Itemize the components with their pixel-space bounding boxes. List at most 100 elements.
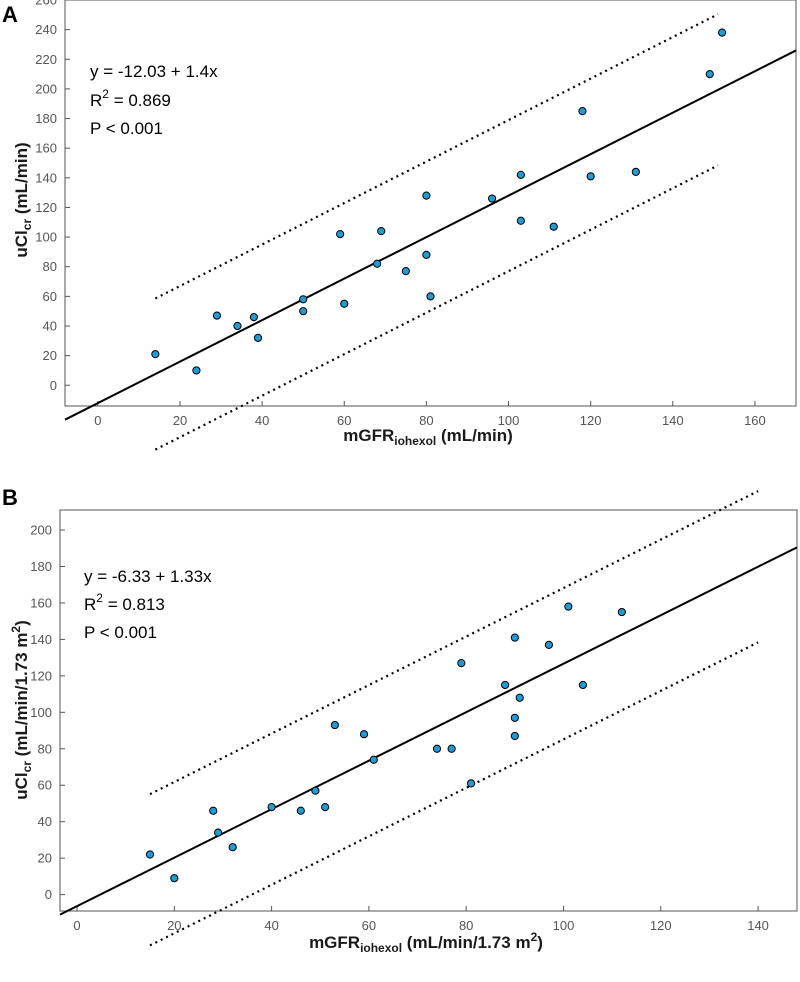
panel-b-data-point	[228, 843, 237, 852]
panel-b-data-point	[214, 828, 223, 837]
panel-a-y-tick-label: 0	[50, 378, 57, 393]
panel-a-data-point	[422, 250, 431, 259]
panel-a-data-points	[151, 28, 727, 375]
panel-b-data-point	[457, 659, 466, 668]
panel-a-x-tick-label: 60	[337, 413, 351, 428]
panel-letter-b: B	[2, 485, 18, 510]
panel-b-x-tick-label: 40	[264, 918, 278, 933]
panel-b-data-point	[564, 602, 573, 611]
panel-a-y-axis-label: uClcr (mL/min)	[12, 142, 34, 257]
panel-a-data-point	[426, 292, 435, 301]
panel-b-data-point	[510, 731, 519, 741]
panel-b-data-point	[617, 607, 626, 617]
panel-a-y-tick-label: 100	[35, 230, 57, 245]
panel-a-plot-frame	[64, 0, 797, 407]
panel-a-data-point	[488, 194, 497, 203]
panel-a-regression-line	[64, 49, 797, 421]
panel-b-data-point	[466, 779, 476, 788]
panel-b-data-point	[544, 640, 554, 649]
panel-a-data-point	[249, 312, 259, 322]
panel-a-y-tick-label: 200	[35, 81, 57, 96]
panel-a-y-axis: 0 20 40 60 80 100 120 140 160 180 200 220 240 260	[35, 0, 70, 393]
panel-a-prediction-band-lower	[154, 164, 719, 451]
panel-b-y-tick-label: 80	[38, 741, 52, 756]
panel-a-data-point	[516, 170, 525, 179]
panel-a-y-tick-label: 220	[35, 52, 57, 67]
panel-b-data-points	[145, 602, 626, 883]
panel-a-y-tick-label: 240	[35, 22, 57, 37]
panel-b-data-point	[578, 680, 588, 690]
panel-a-data-point	[422, 191, 431, 200]
panel-b-data-point	[145, 850, 155, 859]
panel-a-data-point	[586, 172, 595, 181]
panel-a-data-point	[705, 69, 714, 79]
panel-b-data-point	[321, 803, 330, 812]
panel-a-data-point	[253, 333, 263, 342]
panel-a-y-tick-label: 40	[43, 318, 57, 333]
panel-b-y-tick-label: 0	[45, 887, 52, 902]
panel-a-x-tick-label: 100	[498, 413, 520, 428]
panel-a-data-point	[233, 321, 242, 331]
panel-b-data-point	[432, 744, 442, 753]
panel-a-data-point	[578, 107, 587, 116]
panel-a-data-point	[377, 227, 386, 236]
panel-a-y-tick-label: 120	[35, 200, 57, 215]
panel-a-data-point	[340, 299, 349, 308]
panel-a-y-tick-label: 160	[35, 141, 57, 156]
panel-a-x-tick-label: 20	[173, 413, 187, 428]
panel-a-y-tick-label: 20	[43, 348, 57, 363]
panel-a-equation: y = -12.03 + 1.4x	[90, 62, 218, 81]
panel-a-x-tick-label: 140	[662, 413, 684, 428]
panel-b-x-tick-label: 100	[553, 918, 575, 933]
panel-b-data-point	[501, 680, 510, 690]
panel-b-x-axis: 0 20 40 60 80 100 120 140	[73, 906, 769, 933]
panel-b-data-point	[359, 730, 369, 739]
panel-b-data-point	[447, 744, 456, 753]
panel-a-x-tick-label: 160	[744, 413, 766, 428]
panel-b-y-tick-label: 60	[38, 778, 52, 793]
panel-a-x-tick-label: 40	[255, 413, 269, 428]
panel-b-data-point	[515, 693, 524, 702]
panel-a-data-point	[212, 311, 222, 320]
panel-a-data-point	[192, 366, 201, 375]
panel-b-y-tick-label: 160	[30, 595, 52, 610]
panel-a-chart: A 0 20 40 60 80 100 120 140 160 0 20 40 60 80 100 120 1…	[2, 0, 797, 451]
panel-b-x-tick-label: 60	[362, 918, 376, 933]
panel-a-x-tick-label: 80	[419, 413, 433, 428]
panel-b-prediction-band-lower	[149, 641, 759, 947]
panel-a-data-point	[336, 230, 345, 239]
panel-b-chart: B 0 20 40 60 80 100 120 140 0 20 40 60 80 100 120 140 1…	[2, 485, 798, 955]
panel-b-data-point	[311, 786, 320, 795]
panel-b-y-tick-label: 100	[30, 705, 52, 720]
panel-a-p-value: P < 0.001	[90, 119, 163, 138]
panel-b-p-value: P < 0.001	[84, 623, 157, 642]
panel-a-data-point	[717, 28, 727, 37]
panel-a-y-tick-label: 140	[35, 170, 57, 185]
panel-a-y-tick-label: 60	[43, 289, 57, 304]
panel-a-x-axis-label: mGFRiohexol (mL/min)	[343, 426, 513, 448]
panel-b-data-point	[170, 874, 179, 883]
panel-b-data-point	[369, 755, 378, 764]
panel-b-data-point	[510, 633, 519, 642]
panel-b-y-tick-label: 140	[30, 632, 52, 647]
panel-b-y-axis: 0 20 40 60 80 100 120 140 160 180 200	[30, 523, 65, 902]
panel-b-y-tick-label: 180	[30, 559, 52, 574]
panel-letter-a: A	[2, 2, 18, 27]
panel-a-data-point	[516, 216, 525, 225]
panel-a-r-squared: R2 = 0.869	[90, 87, 171, 110]
panel-a-data-point	[299, 295, 308, 304]
panel-b-data-point	[209, 806, 218, 815]
panel-b-x-tick-label: 140	[747, 918, 769, 933]
panel-b-x-tick-label: 0	[73, 918, 80, 933]
panel-b-equation: y = -6.33 + 1.33x	[84, 567, 212, 586]
panel-a-prediction-band-upper	[154, 13, 719, 300]
panel-a-y-tick-label: 180	[35, 111, 57, 126]
panel-a-data-point	[373, 259, 382, 268]
panel-b-y-tick-label: 40	[38, 814, 52, 829]
panel-a-data-point	[299, 307, 308, 316]
panel-b-x-tick-label: 20	[167, 918, 181, 933]
panel-a-data-point	[401, 267, 410, 276]
panel-a-data-point	[151, 350, 160, 359]
panel-b-x-axis-label: mGFRiohexol (mL/min/1.73 m2)	[309, 930, 543, 955]
